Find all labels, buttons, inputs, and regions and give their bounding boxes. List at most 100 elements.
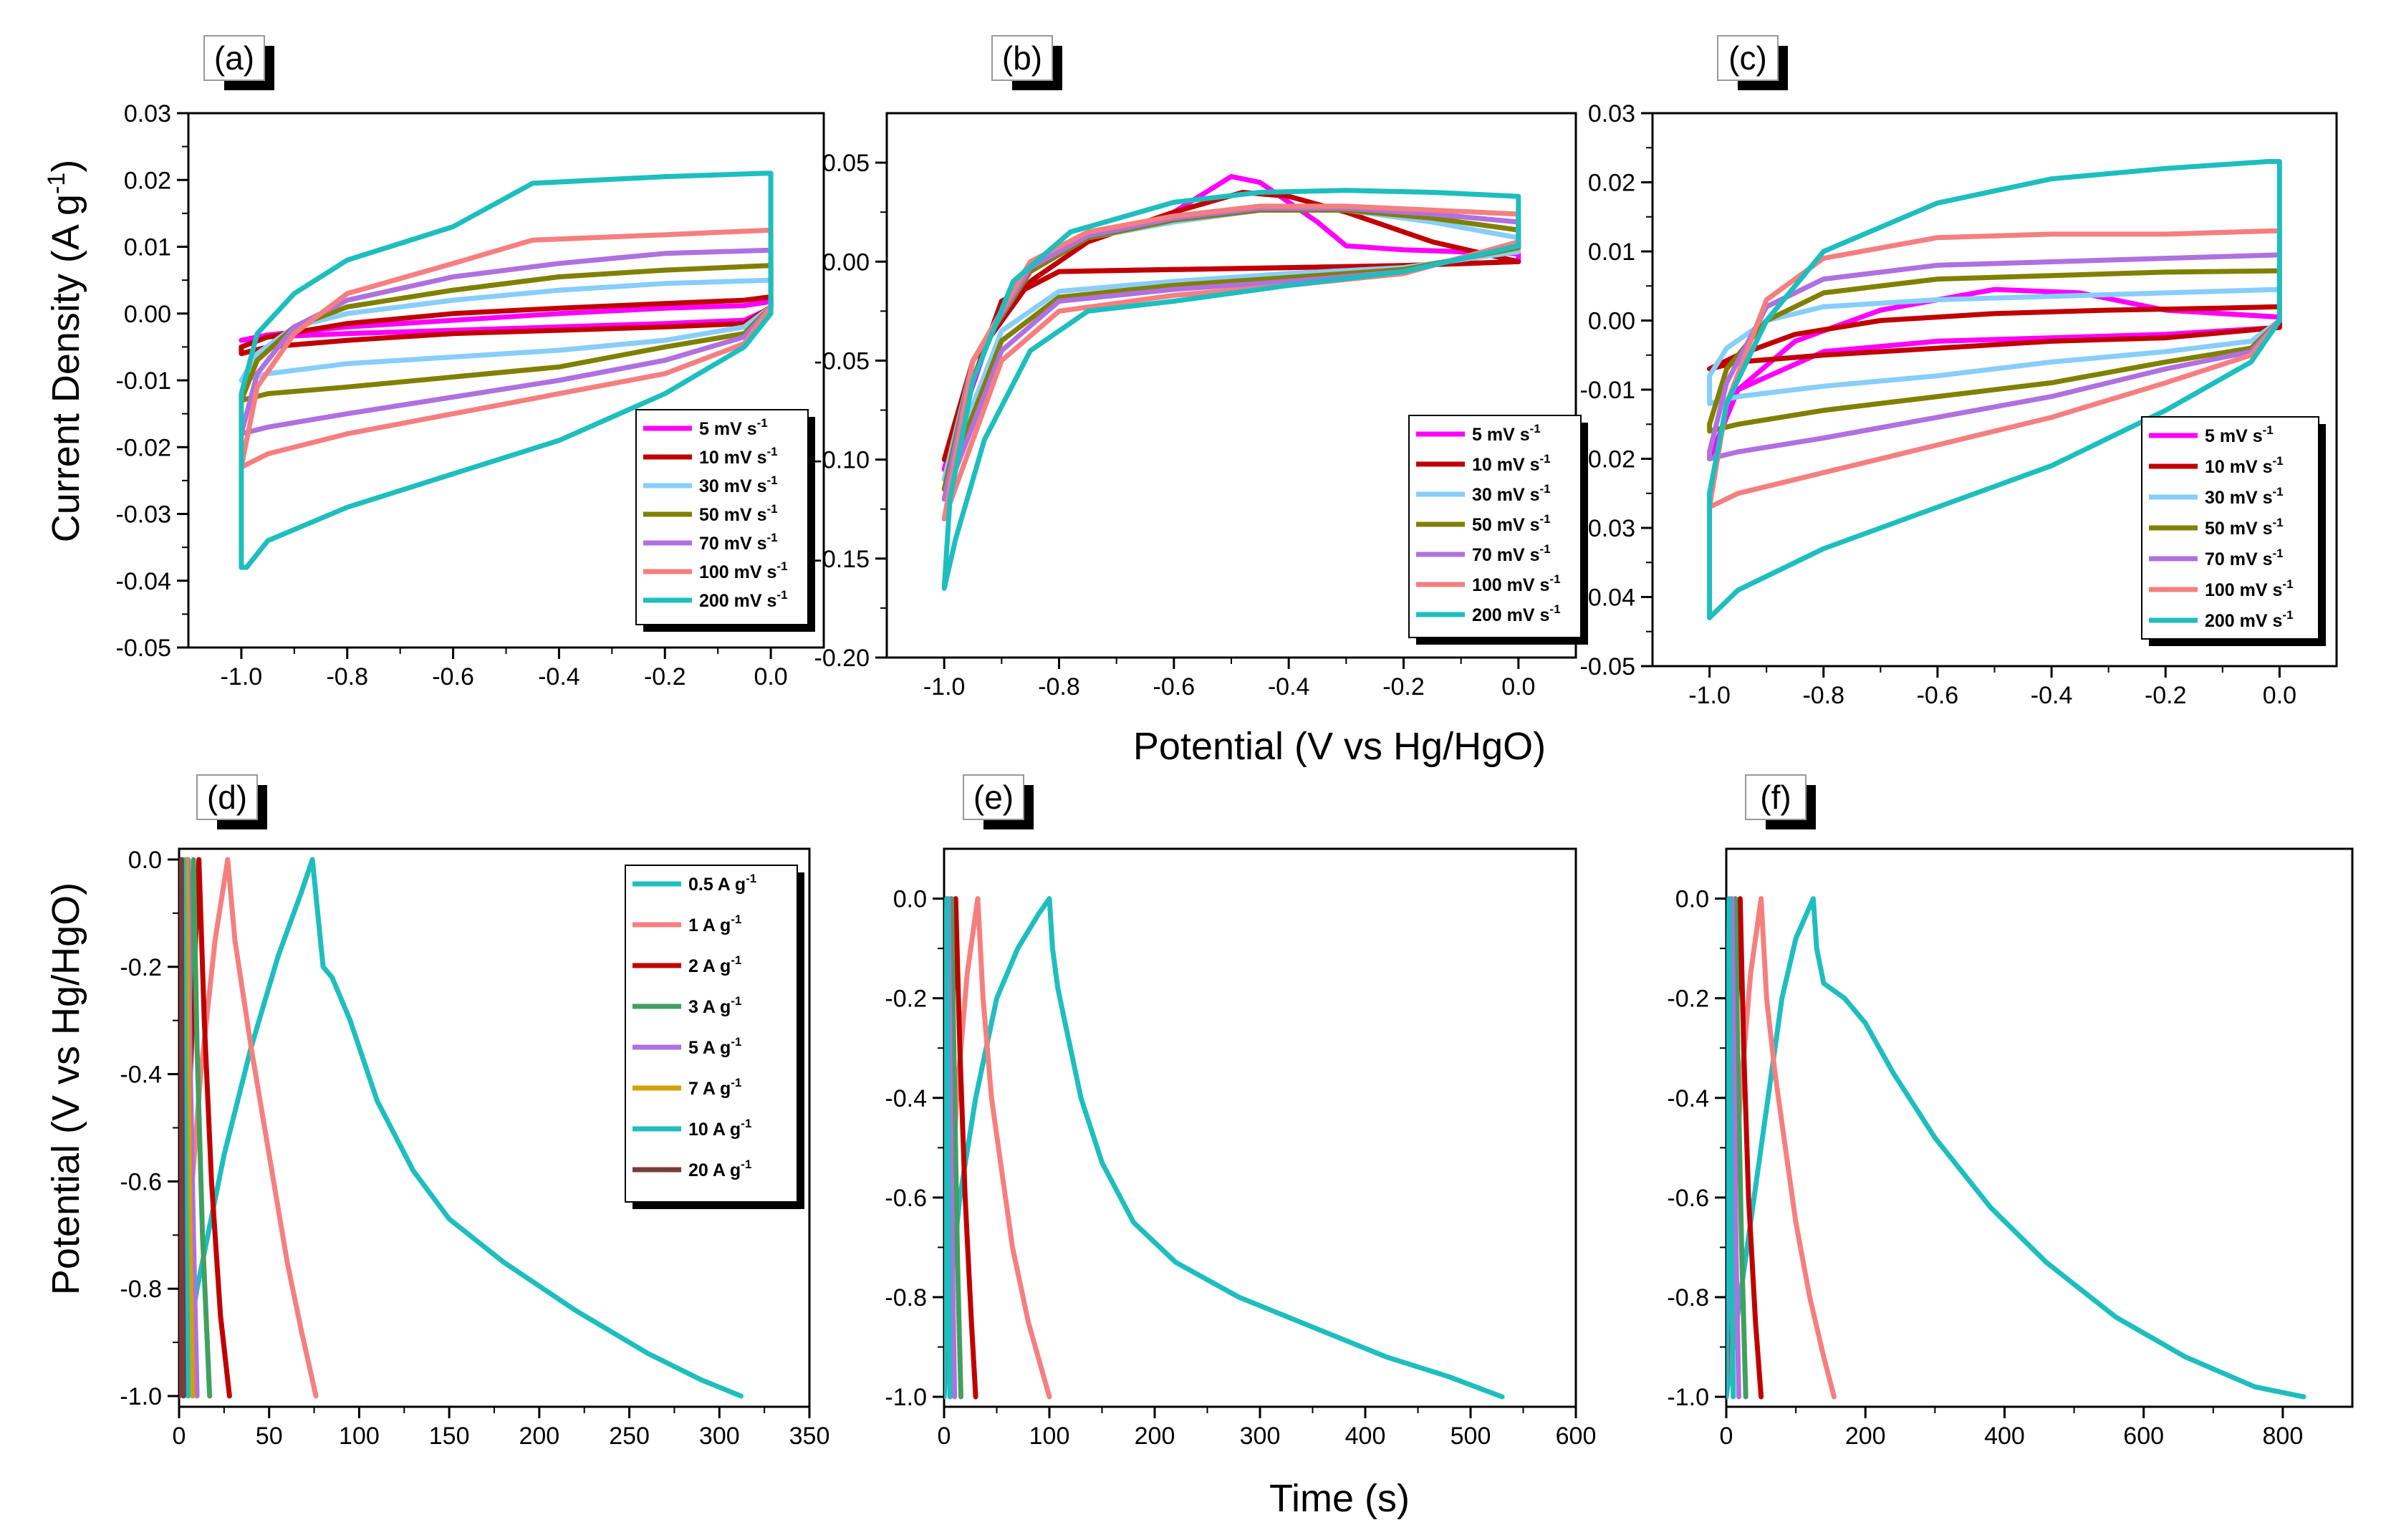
x-tick-label: 300 bbox=[1240, 1423, 1281, 1450]
gcd-x-axis-label: Time (s) bbox=[1269, 1477, 1410, 1520]
x-tick-label: 350 bbox=[789, 1423, 830, 1450]
y-tick-label: 0.0 bbox=[1675, 886, 1709, 913]
y-tick-label: -0.4 bbox=[885, 1085, 927, 1112]
series-line-f-5 bbox=[1726, 896, 1736, 1400]
y-tick-label: -0.03 bbox=[1580, 515, 1636, 542]
y-tick-label: 0.02 bbox=[124, 167, 171, 194]
y-tick-label: -0.4 bbox=[120, 1062, 162, 1089]
panel-label-box bbox=[1717, 35, 1779, 81]
panel-label: (f) bbox=[1760, 779, 1791, 816]
y-tick-label: -0.01 bbox=[1580, 377, 1636, 404]
x-tick-label: 400 bbox=[1984, 1423, 2025, 1450]
panel-label-box bbox=[196, 774, 258, 820]
y-tick-label: 0.03 bbox=[1588, 100, 1635, 127]
legend-entry-label: 30 mV s-1 bbox=[1472, 482, 1551, 505]
series-line-d-7 bbox=[179, 857, 186, 1399]
series-layer-a bbox=[239, 170, 774, 570]
legend-entry-label: 70 mV s-1 bbox=[1472, 542, 1551, 565]
x-tick-label: 150 bbox=[429, 1423, 470, 1450]
x-tick-label: -0.4 bbox=[1268, 673, 1310, 701]
series-line-b-1 bbox=[941, 190, 1521, 463]
legend-entry-label: 5 A g-1 bbox=[688, 1035, 741, 1058]
panel-label-box bbox=[1745, 774, 1807, 820]
x-tick-label: 600 bbox=[2123, 1423, 2164, 1450]
y-tick-label: -0.6 bbox=[120, 1168, 162, 1195]
y-tick-label: 0.0 bbox=[893, 886, 927, 913]
plot-frame-e bbox=[943, 847, 1577, 1408]
y-tick-label: -0.03 bbox=[116, 501, 172, 529]
legend-box bbox=[625, 865, 798, 1203]
x-tick-label: 0 bbox=[173, 1423, 186, 1450]
legend-entry-label: 50 mV s-1 bbox=[1472, 512, 1551, 535]
legend-entry-label: 50 mV s-1 bbox=[2205, 516, 2284, 539]
legend-box bbox=[635, 409, 809, 625]
cv-y-axis-label-main: Current Density (A g bbox=[44, 194, 87, 542]
x-tick-label: 200 bbox=[1135, 1423, 1175, 1450]
y-tick-label: -0.10 bbox=[814, 447, 870, 474]
y-tick-label: -0.6 bbox=[1667, 1185, 1709, 1212]
y-tick-label: -0.2 bbox=[885, 986, 927, 1013]
y-tick-label: -0.8 bbox=[885, 1284, 927, 1312]
y-tick-label: -0.4 bbox=[1667, 1085, 1709, 1112]
series-layer-b bbox=[941, 173, 1521, 591]
y-tick-label: -0.01 bbox=[116, 367, 172, 395]
legend-entry-label: 5 mV s-1 bbox=[699, 416, 768, 439]
series-line-c-6 bbox=[1707, 159, 2282, 620]
panel-b: -1.0 -0.8 -0.6 -0.4 -0.2 0.0 -0.20 -0.15 -0.10 -0… bbox=[814, 35, 1588, 701]
legend-entry-label: 70 mV s-1 bbox=[2205, 547, 2284, 569]
legend-entry-label: 5 mV s-1 bbox=[2205, 423, 2274, 446]
series-line-b-3 bbox=[941, 207, 1521, 492]
x-tick-label: -0.2 bbox=[644, 663, 686, 690]
legend-entry-label: 5 mV s-1 bbox=[1472, 422, 1541, 445]
cv-x-axis-label: Potential (V vs Hg/HgO) bbox=[1133, 725, 1546, 768]
legend-entry-label: 100 mV s-1 bbox=[1472, 572, 1561, 595]
panel-label-box bbox=[963, 774, 1024, 820]
x-tick-label: 250 bbox=[609, 1423, 650, 1450]
x-tick-label: 100 bbox=[339, 1423, 380, 1450]
x-tick-label: -0.2 bbox=[2145, 682, 2187, 709]
x-tick-label: 100 bbox=[1029, 1423, 1070, 1450]
y-tick-label: -0.2 bbox=[1667, 986, 1709, 1013]
y-tick-label: -0.04 bbox=[116, 568, 172, 595]
series-layer-c bbox=[1707, 159, 2282, 620]
cv-y-axis-label-sup: -1 bbox=[43, 173, 70, 194]
legend-entry-label: 200 mV s-1 bbox=[2205, 608, 2294, 631]
x-tick-label: 500 bbox=[1451, 1423, 1491, 1450]
series-line-b-5 bbox=[941, 203, 1521, 521]
y-tick-label: -0.02 bbox=[116, 434, 172, 461]
x-tick-label: 0.0 bbox=[754, 663, 787, 690]
legend-entry-label: 200 mV s-1 bbox=[699, 588, 788, 611]
series-line-a-6 bbox=[239, 170, 774, 570]
x-tick-label: -0.8 bbox=[1802, 682, 1844, 709]
legend-entry-label: 20 A g-1 bbox=[688, 1158, 751, 1180]
y-tick-label: -0.8 bbox=[120, 1276, 162, 1303]
panel-label: (e) bbox=[973, 779, 1014, 816]
series-line-b-6 bbox=[941, 188, 1521, 591]
y-tick-label: 0.00 bbox=[1588, 308, 1635, 335]
panel-f: 0 200 400 600 800 -1.0 -0.8 -0.6 -0.4 -0.2 0.0 (f) bbox=[1667, 774, 2354, 1450]
series-layer-e bbox=[944, 896, 1505, 1400]
panel-label: (a) bbox=[214, 39, 254, 77]
x-tick-label: 300 bbox=[699, 1423, 740, 1450]
y-tick-label: 0.00 bbox=[124, 301, 171, 328]
legend-entry-label: 2 A g-1 bbox=[688, 953, 741, 976]
x-tick-label: 0 bbox=[1720, 1423, 1733, 1450]
y-tick-label: -0.04 bbox=[1580, 584, 1636, 612]
x-tick-label: -0.8 bbox=[326, 663, 368, 690]
legend-entry-label: 30 mV s-1 bbox=[699, 473, 778, 496]
x-tick-label: 0.0 bbox=[1501, 673, 1535, 701]
panel-label: (d) bbox=[207, 779, 247, 816]
x-tick-label: 0.0 bbox=[2263, 682, 2296, 709]
series-line-e-0 bbox=[944, 896, 1505, 1400]
x-tick-label: 0 bbox=[938, 1423, 951, 1450]
x-tick-label: -1.0 bbox=[1688, 682, 1731, 709]
series-layer-d bbox=[179, 857, 744, 1399]
panel-d: 0 50 100 150 200 250 300 350 -1.0 -0.8 -0.6 -0.4 -0.… bbox=[120, 774, 830, 1450]
panel-label: (b) bbox=[1002, 39, 1042, 77]
panel-c: -1.0 -0.8 -0.6 -0.4 -0.2 0.0 -0.05 -0.04 -0.03 -0… bbox=[1580, 35, 2338, 709]
cv-y-axis-label-tail: ) bbox=[44, 160, 87, 173]
x-tick-label: 600 bbox=[1556, 1423, 1597, 1450]
y-tick-label: -1.0 bbox=[885, 1384, 927, 1411]
y-tick-label: 0.0 bbox=[128, 847, 162, 874]
